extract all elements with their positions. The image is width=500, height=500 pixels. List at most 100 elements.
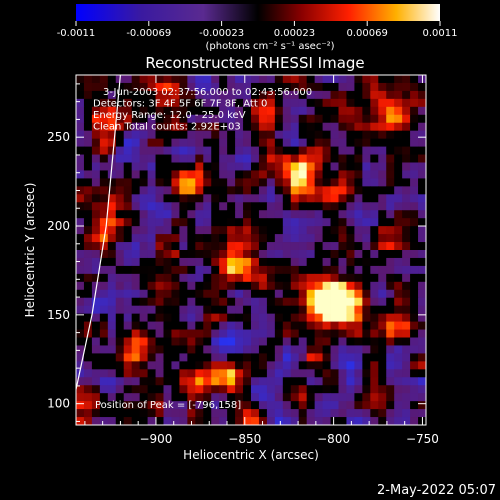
heatmap-cell xyxy=(378,401,387,410)
heatmap-cell xyxy=(163,242,172,251)
heatmap-cell xyxy=(346,321,355,330)
heatmap-cell xyxy=(243,106,252,116)
heatmap-cell xyxy=(99,329,109,338)
heatmap-cell xyxy=(258,401,268,410)
heatmap-cell xyxy=(91,417,101,425)
heatmap-cell xyxy=(402,162,411,171)
heatmap-cell xyxy=(155,242,164,251)
heatmap-cell xyxy=(163,281,172,291)
heatmap-cell xyxy=(314,234,323,243)
colorbar-tick-label: 0.0011 xyxy=(423,28,458,39)
heatmap-cell xyxy=(362,202,371,211)
heatmap-cell xyxy=(322,289,331,299)
heatmap-cell xyxy=(274,130,284,140)
heatmap-cell xyxy=(346,289,355,299)
heatmap-cell xyxy=(322,393,331,402)
heatmap-cell xyxy=(163,194,172,203)
heatmap-cell xyxy=(258,210,268,219)
heatmap-cell xyxy=(211,369,220,378)
heatmap-cell xyxy=(354,82,363,92)
heatmap-cell xyxy=(258,154,268,163)
heatmap-cell xyxy=(410,281,419,291)
heatmap-cell xyxy=(418,226,426,235)
heatmap-cell xyxy=(402,297,411,307)
heatmap-cell xyxy=(314,90,323,100)
heatmap-cell xyxy=(123,106,133,116)
heatmap-cell xyxy=(187,186,196,195)
heatmap-cell xyxy=(266,106,276,116)
heatmap-cell xyxy=(227,154,236,163)
heatmap-cell xyxy=(147,122,156,132)
heatmap-cell xyxy=(298,218,308,227)
heatmap-cell xyxy=(274,202,284,211)
heatmap-cell xyxy=(76,353,85,362)
heatmap-cell xyxy=(394,82,403,92)
heatmap-cell xyxy=(171,417,180,425)
heatmap-cell xyxy=(402,321,411,330)
heatmap-cell xyxy=(139,114,148,124)
heatmap-cell xyxy=(418,289,426,299)
heatmap-cell xyxy=(394,401,403,410)
heatmap-cell xyxy=(266,265,276,275)
heatmap-cell xyxy=(107,90,117,100)
heatmap-cell xyxy=(76,82,85,92)
heatmap-cell xyxy=(211,122,220,132)
heatmap-cell xyxy=(290,234,300,243)
heatmap-cell xyxy=(266,114,276,124)
heatmap-cell xyxy=(362,138,371,147)
heatmap-cell xyxy=(266,393,276,402)
heatmap-cell xyxy=(179,130,188,140)
heatmap-cell xyxy=(171,178,180,187)
heatmap-cell xyxy=(402,98,411,108)
heatmap-cell xyxy=(187,130,196,140)
heatmap-cell xyxy=(258,138,268,147)
heatmap-cell xyxy=(258,186,268,195)
heatmap-cell xyxy=(282,273,292,283)
heatmap-cell xyxy=(219,321,228,330)
heatmap-cell xyxy=(235,146,244,155)
heatmap-cell xyxy=(235,297,244,307)
heatmap-cell xyxy=(91,297,101,307)
heatmap-cell xyxy=(163,250,172,259)
heatmap-cell xyxy=(139,194,148,203)
heatmap-cell xyxy=(99,313,109,322)
heatmap-cell xyxy=(370,353,379,362)
heatmap-cell xyxy=(378,250,387,259)
heatmap-cell xyxy=(251,385,260,394)
heatmap-cell xyxy=(338,218,347,227)
heatmap-cell xyxy=(282,98,292,108)
heatmap-cell xyxy=(378,154,387,163)
heatmap-cell xyxy=(235,75,244,84)
heatmap-cell xyxy=(402,250,411,259)
heatmap-cell xyxy=(139,106,148,116)
heatmap-cell xyxy=(314,98,323,108)
heatmap-cell xyxy=(195,122,204,132)
heatmap-cell xyxy=(330,194,339,203)
heatmap-cell xyxy=(394,250,403,259)
heatmap-cell xyxy=(235,154,244,163)
heatmap-cell xyxy=(243,377,252,386)
heatmap-cell xyxy=(306,353,316,362)
heatmap-cell xyxy=(99,138,109,147)
heatmap-cell xyxy=(147,106,156,116)
heatmap-cell xyxy=(266,321,276,330)
heatmap-cell xyxy=(258,234,268,243)
heatmap-cell xyxy=(115,305,125,315)
heatmap-cell xyxy=(274,178,284,187)
heatmap-cell xyxy=(211,377,220,386)
heatmap-cell xyxy=(418,130,426,140)
heatmap-cell xyxy=(195,313,204,322)
heatmap-cell xyxy=(179,202,188,211)
heatmap-cell xyxy=(394,122,403,132)
heatmap-cell xyxy=(123,281,133,291)
heatmap-cell xyxy=(211,90,220,100)
heatmap-cell xyxy=(251,138,260,147)
heatmap-cell xyxy=(179,218,188,227)
heatmap-cell xyxy=(258,265,268,275)
heatmap-cell xyxy=(219,250,228,259)
heatmap-cell xyxy=(330,409,339,418)
heatmap-cell xyxy=(418,114,426,124)
heatmap-cell xyxy=(163,210,172,219)
heatmap-cell xyxy=(362,98,371,108)
heatmap-cell xyxy=(314,250,323,259)
